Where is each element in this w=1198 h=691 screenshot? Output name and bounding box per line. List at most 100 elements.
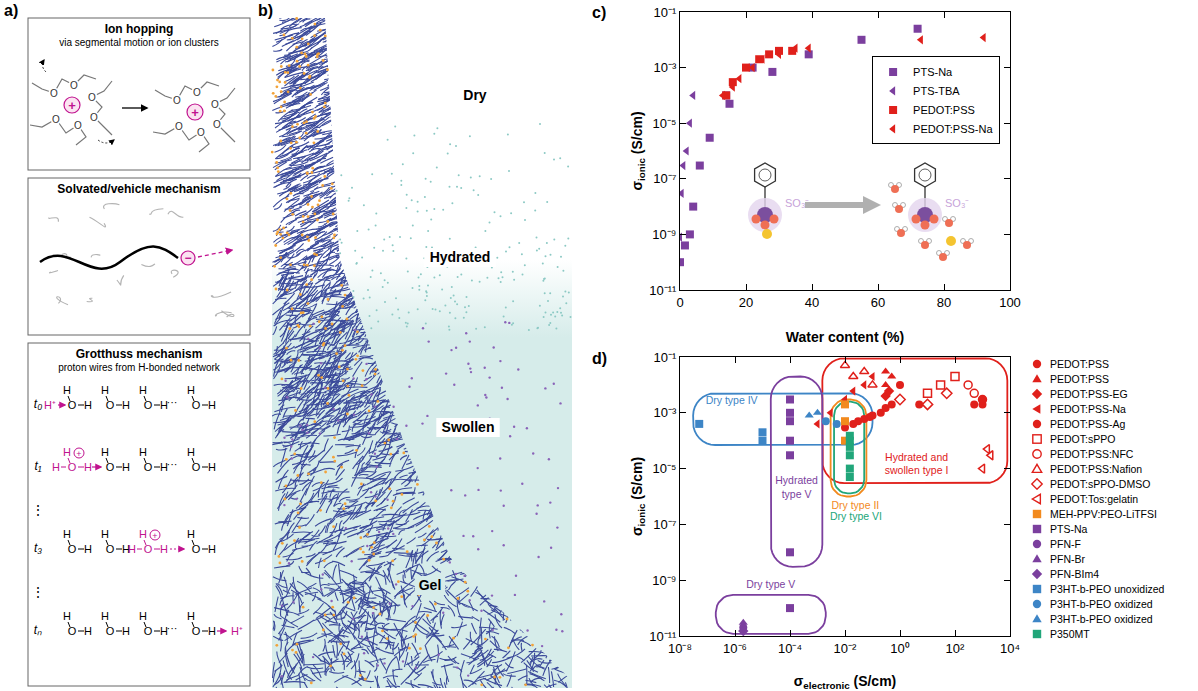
- svg-text:H: H: [160, 543, 168, 555]
- svg-text:O: O: [144, 543, 153, 555]
- svg-text:H: H: [139, 610, 147, 622]
- svg-text:O: O: [68, 625, 77, 637]
- svg-text:10⁻³: 10⁻³: [654, 405, 677, 420]
- svg-text:O: O: [213, 119, 221, 130]
- svg-text:H: H: [187, 528, 195, 540]
- svg-text:10⁻⁹: 10⁻⁹: [652, 227, 676, 242]
- svg-text:···: ···: [167, 458, 178, 470]
- svg-text:···: ···: [167, 396, 178, 408]
- svg-text:H: H: [84, 461, 92, 473]
- svg-text:H⁺: H⁺: [44, 399, 56, 411]
- svg-text:60: 60: [871, 295, 885, 310]
- svg-text:10⁻⁵: 10⁻⁵: [653, 116, 677, 131]
- svg-text:H: H: [208, 399, 216, 411]
- svg-text:−: −: [184, 251, 191, 265]
- svg-text:O: O: [173, 95, 181, 106]
- svg-text:+: +: [152, 531, 157, 541]
- svg-text:PTS-Na: PTS-Na: [913, 66, 953, 78]
- svg-text:Water content (%): Water content (%): [786, 329, 904, 345]
- svg-text:100: 100: [999, 295, 1021, 310]
- svg-text:O: O: [90, 112, 98, 123]
- svg-text:H: H: [128, 543, 136, 555]
- svg-text:10⁻²: 10⁻²: [834, 641, 857, 656]
- svg-text:σ​ionic​ (S/cm): σ​ionic​ (S/cm): [629, 457, 647, 536]
- svg-text:O: O: [70, 80, 78, 91]
- svg-text:O: O: [68, 461, 77, 473]
- svg-text:H: H: [187, 610, 195, 622]
- svg-text:H: H: [122, 399, 130, 411]
- svg-text:O: O: [197, 127, 205, 138]
- svg-text:H: H: [101, 610, 109, 622]
- svg-text:Gel: Gel: [419, 577, 442, 593]
- svg-text:SO₃⁻: SO₃⁻: [945, 197, 969, 209]
- svg-text:σ​ionic​ (S/cm): σ​ionic​ (S/cm): [629, 111, 647, 190]
- svg-text:O: O: [88, 92, 96, 103]
- svg-text:Swollen: Swollen: [442, 419, 495, 435]
- svg-text:O: O: [68, 543, 77, 555]
- svg-text:O: O: [193, 87, 201, 98]
- svg-text:+: +: [68, 98, 76, 113]
- svg-text:H: H: [122, 625, 130, 637]
- svg-text:O: O: [106, 625, 115, 637]
- svg-text:Dry type II: Dry type II: [831, 499, 879, 511]
- svg-text:O: O: [192, 543, 201, 555]
- svg-text:10⁻³: 10⁻³: [654, 60, 677, 75]
- svg-text:H: H: [208, 543, 216, 555]
- svg-text:H: H: [84, 399, 92, 411]
- svg-text:10⁻⁶: 10⁻⁶: [723, 641, 747, 656]
- svg-text:Hydrated andswollen type I: Hydrated andswollen type I: [885, 451, 949, 477]
- svg-text:10⁻⁷: 10⁻⁷: [653, 517, 676, 532]
- svg-text:O: O: [175, 121, 183, 132]
- svg-text:20: 20: [739, 295, 753, 310]
- svg-text:tₙ: tₙ: [34, 623, 42, 637]
- svg-text:via segmental motion or ion cl: via segmental motion or ion clusters: [59, 37, 219, 48]
- svg-text:H: H: [187, 384, 195, 396]
- svg-text:O: O: [144, 625, 153, 637]
- svg-text:O: O: [50, 88, 58, 99]
- svg-text:10⁻⁷: 10⁻⁷: [653, 171, 676, 186]
- svg-text:H: H: [63, 384, 71, 396]
- svg-text:O: O: [106, 543, 115, 555]
- svg-text:Solvated/vehicle mechanism: Solvated/vehicle mechanism: [57, 182, 220, 196]
- svg-text:O: O: [68, 399, 77, 411]
- svg-text:H: H: [101, 528, 109, 540]
- svg-text:10⁻⁴: 10⁻⁴: [778, 641, 802, 656]
- svg-text:O: O: [106, 461, 115, 473]
- svg-text:proton wires from H-bonded net: proton wires from H-bonded network: [58, 362, 221, 373]
- svg-text:···: ···: [167, 622, 178, 634]
- svg-text:H: H: [101, 384, 109, 396]
- svg-text:H: H: [139, 446, 147, 458]
- svg-text:⋮: ⋮: [31, 584, 45, 600]
- svg-text:O: O: [74, 120, 82, 131]
- svg-text:H: H: [63, 528, 71, 540]
- svg-text:H: H: [63, 446, 71, 458]
- svg-text:O: O: [192, 461, 201, 473]
- svg-text:H: H: [208, 461, 216, 473]
- svg-text:t₁: t₁: [34, 459, 41, 473]
- svg-text:t₀: t₀: [34, 397, 42, 411]
- svg-text:H: H: [139, 528, 147, 540]
- svg-text:+: +: [191, 105, 199, 120]
- svg-text:10⁻⁵: 10⁻⁵: [653, 461, 677, 476]
- svg-text:10⁻¹: 10⁻¹: [654, 350, 677, 365]
- svg-text:10⁻¹¹: 10⁻¹¹: [649, 283, 677, 298]
- svg-text:O: O: [211, 99, 219, 110]
- svg-text:H: H: [187, 446, 195, 458]
- svg-text:+: +: [76, 449, 81, 459]
- svg-text:10²: 10²: [946, 641, 965, 656]
- svg-text:80: 80: [937, 295, 951, 310]
- svg-text:O: O: [144, 399, 153, 411]
- svg-text:0: 0: [676, 295, 683, 310]
- svg-text:Dry type IV: Dry type IV: [706, 394, 758, 406]
- svg-text:H⁺: H⁺: [231, 625, 243, 637]
- svg-text:H: H: [52, 461, 60, 473]
- svg-text:Dry type V: Dry type V: [746, 578, 795, 590]
- svg-text:PEDOT:PSS: PEDOT:PSS: [913, 104, 975, 116]
- svg-text:Hydrated: Hydrated: [430, 249, 491, 265]
- svg-text:O: O: [106, 399, 115, 411]
- svg-text:O: O: [192, 399, 201, 411]
- svg-text:H: H: [139, 384, 147, 396]
- svg-text:Grotthuss mechanism: Grotthuss mechanism: [76, 347, 203, 361]
- svg-text:PTS-TBA: PTS-TBA: [913, 85, 960, 97]
- svg-text:Ion hopping: Ion hopping: [105, 22, 174, 36]
